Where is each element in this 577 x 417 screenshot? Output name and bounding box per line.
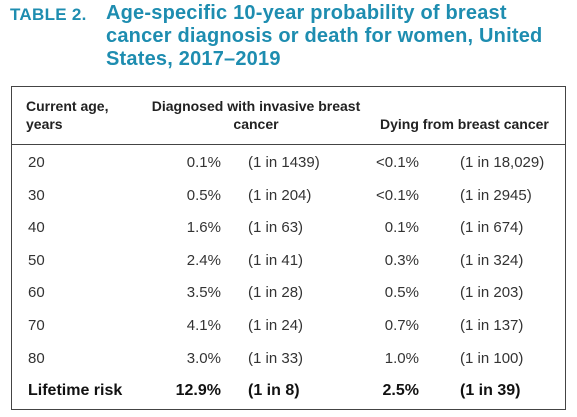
table-row: 30 0.5% (1 in 204) <0.1% (1 in 2945) [12, 180, 565, 213]
cell-diagnosed-percent: 2.4% [186, 251, 221, 269]
lifetime-risk-row: Lifetime risk 12.9% (1 in 8) 2.5% (1 in 39) [12, 375, 565, 408]
cell-dying-percent: 0.5% [384, 284, 419, 302]
header-current-age: Current age, years [26, 98, 109, 132]
cell-dying-odds: (1 in 100) [460, 349, 524, 367]
cell-dying-percent: 1.0% [384, 349, 419, 367]
cell-diagnosed-odds: (1 in 8) [248, 382, 300, 400]
header-diagnosed: Diagnosed with invasive breast cancer [151, 98, 361, 132]
cell-dying-percent: <0.1% [376, 186, 419, 204]
data-table: Current age, years Diagnosed with invasi… [11, 86, 566, 410]
cell-diagnosed-odds: (1 in 1439) [248, 154, 320, 171]
cell-diagnosed-odds: (1 in 41) [248, 251, 304, 269]
cell-dying-odds: (1 in 18,029) [460, 154, 545, 171]
cell-diagnosed-percent: 0.1% [186, 154, 221, 171]
table-row: 70 4.1% (1 in 24) 0.7% (1 in 137) [12, 310, 565, 343]
cell-dying-percent: 0.3% [384, 251, 419, 269]
table-row: 80 3.0% (1 in 33) 1.0% (1 in 100) [12, 343, 565, 376]
cell-age: 70 [28, 317, 45, 334]
cell-diagnosed-odds: (1 in 24) [248, 317, 304, 334]
cell-age: Lifetime risk [28, 382, 123, 400]
cell-diagnosed-percent: 4.1% [186, 317, 221, 334]
cell-diagnosed-odds: (1 in 63) [248, 219, 304, 237]
cell-age: 20 [28, 154, 45, 171]
cell-dying-odds: (1 in 203) [460, 284, 524, 302]
cell-dying-odds: (1 in 324) [460, 251, 524, 269]
cell-dying-percent: 0.7% [384, 317, 419, 334]
cell-diagnosed-percent: 12.9% [175, 382, 221, 400]
table-number: TABLE 2. [10, 5, 87, 24]
table-row: 20 0.1% (1 in 1439) <0.1% (1 in 18,029) [12, 147, 565, 180]
table-title: Age-specific 10-year probability of brea… [106, 2, 543, 70]
cell-age: 30 [28, 186, 45, 204]
cell-diagnosed-percent: 3.0% [186, 349, 221, 367]
table-row: 60 3.5% (1 in 28) 0.5% (1 in 203) [12, 277, 565, 310]
table-row: 40 1.6% (1 in 63) 0.1% (1 in 674) [12, 212, 565, 245]
table-row: 50 2.4% (1 in 41) 0.3% (1 in 324) [12, 245, 565, 278]
cell-dying-percent: <0.1% [376, 154, 419, 171]
cell-diagnosed-percent: 1.6% [186, 219, 221, 237]
cell-dying-odds: (1 in 674) [460, 219, 524, 237]
cell-age: 60 [28, 284, 45, 302]
cell-diagnosed-odds: (1 in 28) [248, 284, 304, 302]
cell-dying-percent: 0.1% [384, 219, 419, 237]
cell-dying-odds: (1 in 137) [460, 317, 524, 334]
cell-age: 40 [28, 219, 45, 237]
cell-age: 50 [28, 251, 45, 269]
cell-dying-odds: (1 in 39) [460, 382, 521, 400]
cell-diagnosed-percent: 0.5% [186, 186, 221, 204]
cell-dying-odds: (1 in 2945) [460, 186, 532, 204]
cell-diagnosed-odds: (1 in 204) [248, 186, 312, 204]
cell-diagnosed-odds: (1 in 33) [248, 349, 304, 367]
cell-diagnosed-percent: 3.5% [186, 284, 221, 302]
cell-dying-percent: 2.5% [382, 382, 419, 400]
header-dying: Dying from breast cancer [380, 116, 549, 132]
cell-age: 80 [28, 349, 45, 367]
header-divider [12, 144, 565, 145]
